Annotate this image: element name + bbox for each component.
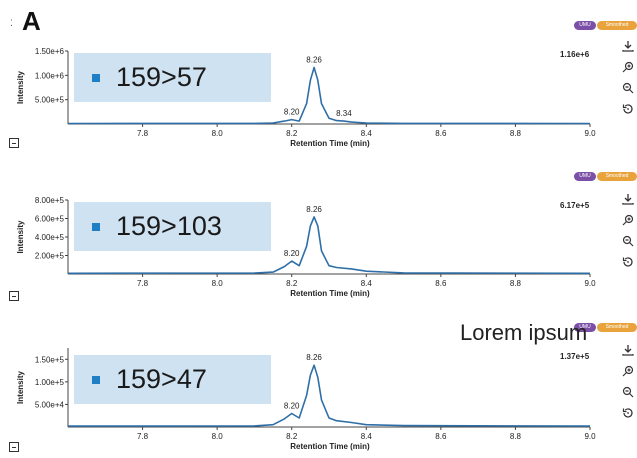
y-axis-label: Intensity	[16, 220, 25, 253]
x-tick-label: 8.8	[510, 432, 522, 441]
umi-badge[interactable]: UMU	[574, 21, 596, 30]
umi-badge[interactable]: UMU	[574, 172, 596, 181]
series-line	[67, 216, 591, 275]
legend-box: 159>103	[74, 202, 271, 251]
zoom-out-icon[interactable]	[619, 234, 637, 248]
x-tick-label: 8.6	[435, 432, 447, 441]
reset-icon[interactable]	[619, 102, 637, 116]
zoom-in-icon[interactable]	[619, 364, 637, 378]
peak-label: 8.26	[306, 353, 322, 362]
collapse-button[interactable]	[9, 291, 19, 301]
zoom-out-icon[interactable]	[619, 385, 637, 399]
x-axis-label: Retention Time (min)	[290, 289, 370, 298]
x-axis-label: Retention Time (min)	[290, 442, 370, 451]
legend-label: 159>103	[116, 211, 222, 241]
x-tick-label: 8.6	[435, 279, 447, 288]
legend-box: 159>47	[74, 355, 271, 404]
legend-box: 159>57	[74, 53, 271, 102]
x-tick-label: 8.8	[510, 129, 522, 138]
max-intensity-label: 1.37e+5	[560, 352, 590, 361]
download-icon[interactable]	[619, 192, 637, 206]
legend-marker	[92, 223, 100, 231]
legend-marker	[92, 74, 100, 82]
x-tick-label: 8.2	[286, 129, 298, 138]
zoom-in-icon[interactable]	[619, 213, 637, 227]
panel-label: A	[22, 6, 41, 36]
chromatogram-panel-3: UMU Smoothed 1.37e+5 159>47	[0, 300, 637, 452]
x-tick-label: 8.4	[361, 279, 373, 288]
y-tick-label: 5.00e+5	[35, 96, 65, 105]
y-tick-label: 1.00e+5	[35, 378, 65, 387]
x-tick-label: 8.0	[212, 279, 224, 288]
series-line	[67, 66, 591, 125]
peak-label: 8.26	[306, 205, 322, 214]
chart-toolbar	[619, 343, 637, 427]
x-tick-label: 8.2	[286, 279, 298, 288]
umi-badge[interactable]: UMU	[574, 323, 596, 332]
chart-toolbar	[619, 192, 637, 276]
smoothed-badge[interactable]: Smoothed	[597, 21, 637, 30]
y-tick-label: 5.00e+4	[35, 400, 65, 409]
y-tick-label: 2.00e+5	[35, 252, 65, 261]
collapse-button[interactable]	[9, 442, 19, 452]
legend-label: 159>47	[116, 364, 207, 394]
x-tick-label: 8.0	[212, 432, 224, 441]
reset-icon[interactable]	[619, 406, 637, 420]
zoom-out-icon[interactable]	[619, 81, 637, 95]
y-axis-label: Intensity	[16, 371, 25, 404]
legend-label: 159>57	[116, 62, 207, 92]
peak-label: 8.20	[284, 249, 300, 258]
peak-label: 8.20	[284, 401, 300, 410]
x-tick-label: 9.0	[584, 279, 596, 288]
smoothed-badge[interactable]: Smoothed	[597, 172, 637, 181]
x-tick-label: 9.0	[584, 432, 596, 441]
legend-marker	[92, 376, 100, 384]
x-tick-label: 7.8	[137, 129, 149, 138]
y-axis-label: Intensity	[16, 71, 25, 104]
chromatogram-panel-1: UMU Smoothed 1.16e+6 159>57	[0, 0, 637, 150]
x-tick-label: 8.6	[435, 129, 447, 138]
y-tick-label: 1.50e+6	[35, 47, 65, 56]
y-tick-label: 4.00e+5	[35, 233, 65, 242]
chart-toolbar	[619, 39, 637, 123]
x-tick-label: 7.8	[137, 279, 149, 288]
peak-label: 8.20	[284, 108, 300, 117]
x-tick-label: 7.8	[137, 432, 149, 441]
y-tick-label: 1.50e+5	[35, 355, 65, 364]
y-tick-label: 1.00e+6	[35, 71, 65, 80]
download-icon[interactable]	[619, 39, 637, 53]
series-line	[67, 364, 591, 427]
zoom-in-icon[interactable]	[619, 60, 637, 74]
y-tick-label: 6.00e+5	[35, 215, 65, 224]
chromatogram-panel-2: UMU Smoothed 6.17e+5 159>103	[0, 150, 637, 301]
smoothed-badge[interactable]: Smoothed	[597, 323, 637, 332]
x-tick-label: 8.0	[212, 129, 224, 138]
panel-dots: ⁚	[10, 18, 13, 28]
x-tick-label: 8.8	[510, 279, 522, 288]
x-tick-label: 9.0	[584, 129, 596, 138]
peak-label: 8.26	[306, 56, 322, 65]
x-tick-label: 8.4	[361, 432, 373, 441]
overlay-text: Lorem ipsum	[460, 320, 588, 345]
max-intensity-label: 1.16e+6	[560, 50, 590, 59]
collapse-button[interactable]	[9, 138, 19, 148]
x-axis-label: Retention Time (min)	[290, 139, 370, 148]
peak-label: 8.34	[336, 109, 352, 118]
y-tick-label: 8.00e+5	[35, 196, 65, 205]
download-icon[interactable]	[619, 343, 637, 357]
max-intensity-label: 6.17e+5	[560, 201, 590, 210]
x-tick-label: 8.4	[361, 129, 373, 138]
x-tick-label: 8.2	[286, 432, 298, 441]
reset-icon[interactable]	[619, 255, 637, 269]
